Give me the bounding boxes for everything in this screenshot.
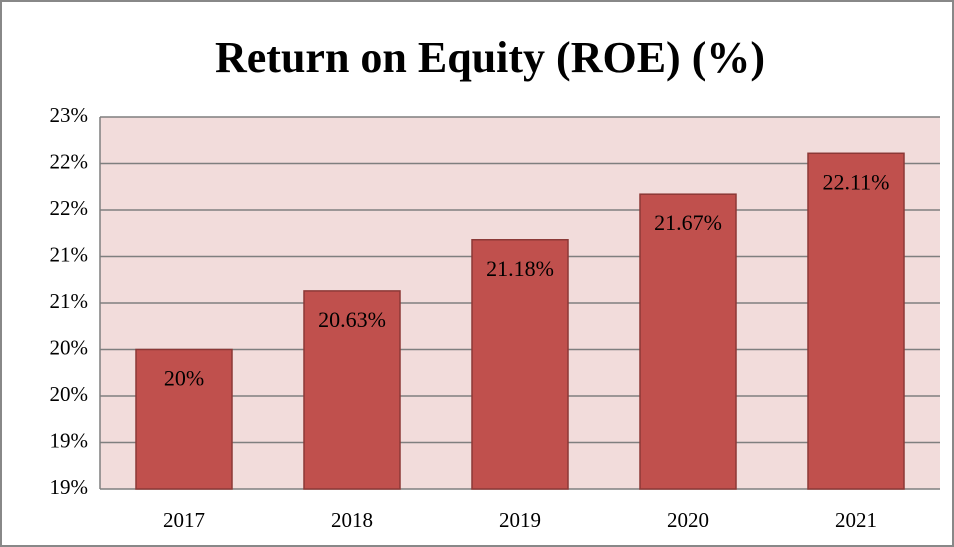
y-tick-label: 21% bbox=[50, 289, 89, 313]
y-tick-label: 20% bbox=[50, 382, 89, 406]
x-tick-label: 2017 bbox=[163, 508, 205, 532]
x-tick-label: 2021 bbox=[835, 508, 877, 532]
y-tick-label: 20% bbox=[50, 335, 89, 359]
x-tick-label: 2019 bbox=[499, 508, 541, 532]
x-tick-label: 2018 bbox=[331, 508, 373, 532]
y-tick-label: 21% bbox=[50, 242, 89, 266]
x-tick-label: 2020 bbox=[667, 508, 709, 532]
y-tick-label: 19% bbox=[50, 475, 89, 499]
y-tick-label: 22% bbox=[50, 149, 89, 173]
y-tick-label: 23% bbox=[50, 103, 89, 127]
data-label: 21.18% bbox=[486, 256, 554, 281]
y-tick-label: 22% bbox=[50, 196, 89, 220]
y-tick-label: 19% bbox=[50, 428, 89, 452]
chart-title: Return on Equity (ROE) (%) bbox=[215, 33, 765, 82]
data-label: 20% bbox=[164, 366, 204, 391]
bar bbox=[135, 348, 233, 490]
bar bbox=[639, 193, 737, 490]
bar bbox=[303, 290, 401, 490]
data-label: 21.67% bbox=[654, 210, 722, 235]
data-label: 20.63% bbox=[318, 307, 386, 332]
bar bbox=[807, 152, 905, 490]
bar bbox=[471, 239, 569, 490]
data-label: 22.11% bbox=[822, 169, 889, 194]
